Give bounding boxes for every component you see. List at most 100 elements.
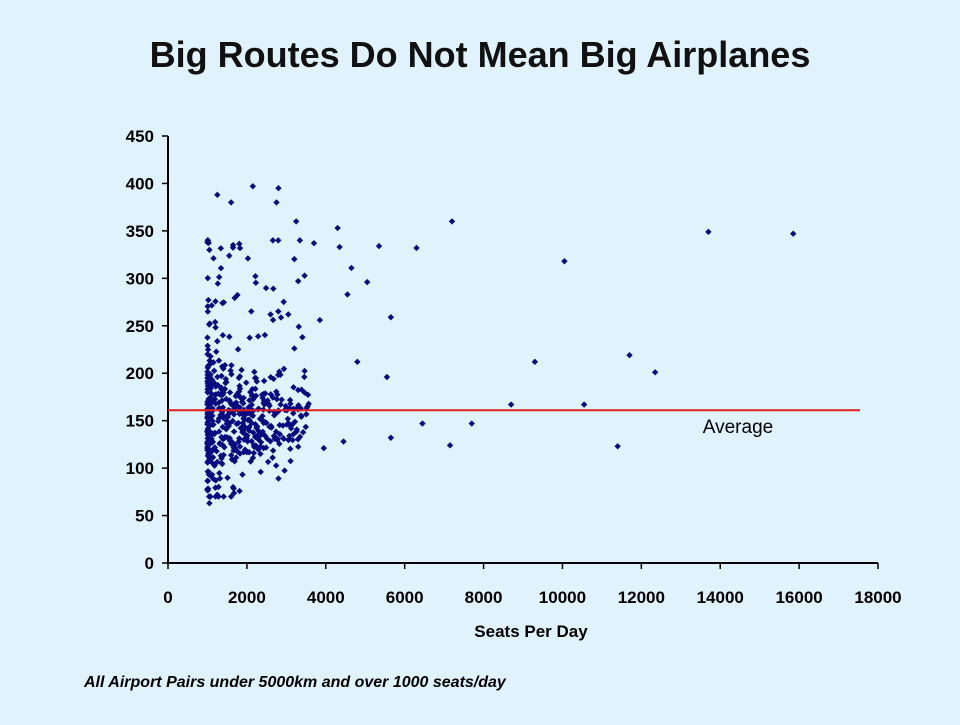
data-point: [212, 298, 219, 305]
y-tick-label: 50: [135, 507, 154, 526]
data-point: [204, 477, 212, 485]
data-point: [240, 436, 248, 443]
data-point: [204, 468, 211, 475]
data-point: [249, 412, 257, 419]
data-point: [221, 444, 228, 451]
data-point: [215, 415, 223, 422]
data-point: [211, 395, 219, 403]
data-point: [248, 438, 255, 445]
data-point: [286, 432, 293, 440]
data-point: [271, 435, 278, 443]
data-point: [239, 471, 246, 478]
data-point: [252, 385, 259, 393]
data-point: [277, 314, 285, 321]
data-point: [216, 475, 224, 482]
data-point: [272, 462, 280, 469]
data-point: [229, 483, 237, 491]
data-point: [295, 402, 302, 409]
data-point: [207, 394, 214, 401]
data-point: [242, 411, 250, 418]
data-point: [208, 302, 215, 309]
data-point: [295, 323, 302, 330]
data-point: [224, 474, 231, 482]
data-point: [233, 399, 240, 406]
data-point: [220, 451, 227, 459]
data-point: [262, 444, 270, 451]
data-point: [262, 284, 270, 292]
data-point: [252, 374, 260, 382]
data-point: [295, 443, 302, 450]
data-point: [270, 285, 277, 292]
data-point: [227, 493, 235, 500]
data-point: [252, 421, 259, 428]
x-tick-label: 14000: [697, 588, 744, 607]
data-point: [204, 308, 212, 315]
data-point: [204, 346, 212, 353]
y-tick-label: 150: [126, 412, 154, 431]
data-point: [226, 389, 234, 396]
average-label: Average: [703, 417, 773, 438]
data-point: [236, 240, 243, 248]
data-point: [216, 469, 223, 477]
data-point: [223, 395, 230, 403]
data-point: [229, 241, 237, 249]
data-point: [246, 397, 253, 404]
data-point: [344, 291, 351, 298]
data-point: [235, 438, 242, 445]
data-point: [242, 424, 249, 431]
x-tick-label: 4000: [307, 588, 345, 607]
data-point: [580, 401, 588, 408]
data-point: [448, 218, 456, 225]
data-point: [226, 252, 233, 259]
data-point: [275, 308, 282, 315]
data-point: [262, 390, 269, 397]
data-point: [293, 428, 300, 435]
data-point: [213, 348, 220, 355]
y-axis-label: Seats Per Departure: [88, 269, 107, 432]
data-point: [248, 401, 255, 409]
data-point: [208, 381, 215, 389]
data-point: [245, 416, 253, 423]
data-point: [354, 358, 361, 366]
data-point: [205, 399, 213, 407]
data-point: [243, 379, 250, 386]
data-point: [531, 358, 539, 366]
data-point: [206, 455, 213, 463]
data-point: [348, 264, 355, 272]
data-point: [651, 369, 659, 376]
data-point: [269, 454, 276, 461]
data-point: [446, 442, 454, 449]
data-point: [287, 457, 294, 465]
data-point: [229, 417, 236, 425]
data-point: [216, 440, 224, 447]
data-point: [220, 493, 227, 500]
data-point: [244, 255, 252, 262]
data-point: [205, 450, 212, 457]
data-point: [259, 412, 266, 420]
data-point: [204, 334, 211, 341]
data-point: [219, 404, 227, 411]
data-point: [217, 245, 225, 252]
data-point: [236, 244, 244, 252]
data-point: [387, 434, 395, 441]
data-point: [237, 394, 245, 402]
data-point: [468, 420, 475, 427]
data-point: [211, 391, 219, 399]
x-tick-label: 0: [163, 588, 172, 607]
y-tick-label: 450: [126, 127, 154, 146]
data-point: [214, 491, 221, 498]
data-point: [248, 419, 255, 427]
data-point: [266, 402, 273, 409]
data-point: [219, 332, 227, 339]
data-point: [215, 399, 223, 406]
data-point: [207, 353, 214, 360]
data-point: [235, 374, 243, 382]
data-point: [291, 255, 298, 263]
data-point: [267, 311, 274, 318]
data-point: [233, 402, 240, 409]
data-point: [276, 430, 284, 438]
data-point: [260, 419, 267, 427]
data-point: [224, 411, 232, 418]
data-point: [206, 436, 213, 443]
